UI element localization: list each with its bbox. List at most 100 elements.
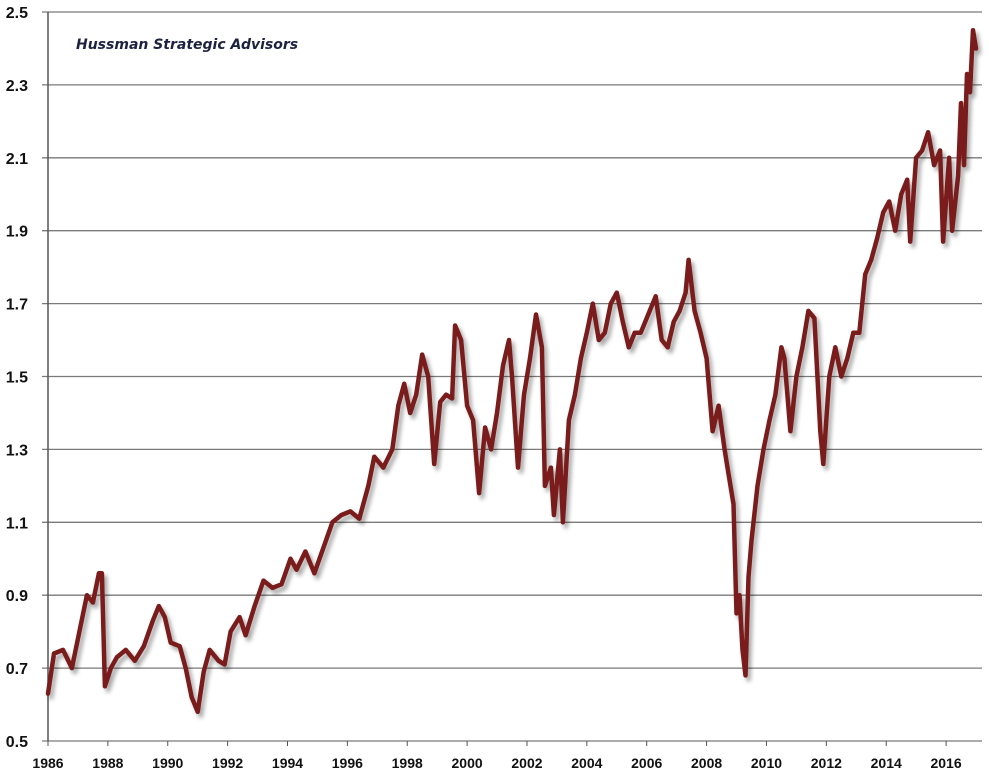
data-point <box>189 695 194 700</box>
data-point <box>444 392 449 397</box>
data-point <box>620 319 625 324</box>
data-point <box>737 593 742 598</box>
data-point <box>294 567 299 572</box>
data-point <box>312 571 317 576</box>
y-tick-label: 1.3 <box>6 442 28 459</box>
data-point <box>381 465 386 470</box>
data-point <box>402 381 407 386</box>
data-point <box>857 330 862 335</box>
data-point <box>926 130 931 135</box>
data-point <box>60 647 65 652</box>
data-point <box>677 308 682 313</box>
data-point <box>450 396 455 401</box>
data-point <box>465 403 470 408</box>
data-point <box>426 374 431 379</box>
data-point <box>510 374 515 379</box>
data-point <box>794 374 799 379</box>
data-point <box>821 461 826 466</box>
data-point <box>560 520 565 525</box>
data-point <box>459 338 464 343</box>
data-point <box>704 356 709 361</box>
data-point <box>908 239 913 244</box>
data-point <box>962 163 967 168</box>
data-point <box>959 101 964 106</box>
data-point <box>102 684 107 689</box>
data-point <box>881 210 886 215</box>
data-point <box>521 392 526 397</box>
data-point <box>420 352 425 357</box>
data-point <box>596 338 601 343</box>
data-point <box>632 330 637 335</box>
data-point <box>818 429 823 434</box>
data-point <box>947 155 952 160</box>
series-group <box>45 27 979 715</box>
data-point <box>788 429 793 434</box>
data-point <box>782 356 787 361</box>
data-point <box>366 483 371 488</box>
data-point <box>216 658 221 663</box>
data-point <box>330 520 335 525</box>
data-point <box>243 633 248 638</box>
data-point <box>339 513 344 518</box>
data-point <box>755 483 760 488</box>
data-point <box>863 272 868 277</box>
x-tick-label: 2004 <box>571 755 602 771</box>
data-point <box>626 345 631 350</box>
data-point <box>851 330 856 335</box>
y-tick-label: 2.3 <box>6 78 28 95</box>
data-point <box>372 454 377 459</box>
data-point <box>279 582 284 587</box>
data-point <box>761 447 766 452</box>
data-point <box>396 403 401 408</box>
data-point <box>743 673 748 678</box>
data-point <box>956 174 961 179</box>
data-point <box>114 655 119 660</box>
data-point <box>348 509 353 514</box>
data-point <box>438 400 443 405</box>
data-point <box>833 345 838 350</box>
data-point <box>950 228 955 233</box>
x-tick-label: 1990 <box>152 755 183 771</box>
data-point <box>471 418 476 423</box>
y-axis-ticks: 0.5 0.7 0.9 1.1 1.3 1.5 1.7 1.9 2.1 2.3 2.5 <box>6 5 28 751</box>
data-point <box>899 192 904 197</box>
data-point <box>779 345 784 350</box>
data-point <box>845 356 850 361</box>
data-point <box>638 330 643 335</box>
data-point <box>686 257 691 262</box>
y-tick-label: 1.7 <box>6 297 28 314</box>
data-point <box>288 556 293 561</box>
y-tick-label: 0.7 <box>6 661 28 678</box>
data-point <box>557 447 562 452</box>
data-point <box>201 669 206 674</box>
x-tick-label: 2002 <box>511 755 542 771</box>
data-point <box>150 618 155 623</box>
data-point <box>321 545 326 550</box>
data-point <box>46 691 50 696</box>
data-point <box>614 290 619 295</box>
y-tick-label: 1.9 <box>6 224 28 241</box>
data-point <box>303 549 308 554</box>
data-point <box>812 316 817 321</box>
y-tick-label: 1.1 <box>6 515 28 532</box>
data-point <box>237 615 242 620</box>
data-point <box>195 709 200 714</box>
data-point <box>207 647 212 652</box>
data-point <box>734 611 739 616</box>
data-point <box>168 640 173 645</box>
data-point <box>659 338 664 343</box>
data-point <box>414 392 419 397</box>
data-point <box>725 465 730 470</box>
data-point <box>647 308 652 313</box>
x-tick-label: 1986 <box>32 755 63 771</box>
data-point <box>132 658 137 663</box>
data-point <box>99 571 104 576</box>
data-point <box>252 604 257 609</box>
data-point <box>515 465 520 470</box>
data-point <box>590 301 595 306</box>
data-point <box>69 666 74 671</box>
data-point <box>875 235 880 240</box>
data-point <box>123 647 128 652</box>
data-point <box>749 538 754 543</box>
